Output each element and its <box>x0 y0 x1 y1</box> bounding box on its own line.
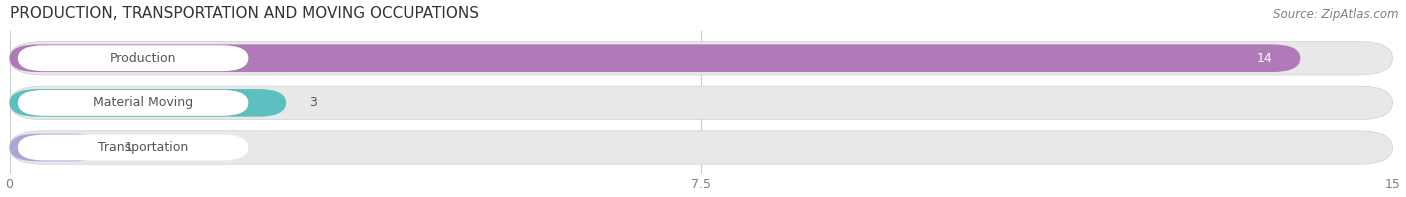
FancyBboxPatch shape <box>10 86 1392 120</box>
Text: Transportation: Transportation <box>98 141 188 154</box>
FancyBboxPatch shape <box>18 45 249 71</box>
Text: Production: Production <box>110 52 177 65</box>
Text: Source: ZipAtlas.com: Source: ZipAtlas.com <box>1274 8 1399 21</box>
FancyBboxPatch shape <box>18 135 249 160</box>
FancyBboxPatch shape <box>10 89 287 117</box>
Text: 1: 1 <box>125 141 132 154</box>
Text: Material Moving: Material Moving <box>93 96 193 109</box>
FancyBboxPatch shape <box>10 131 1392 164</box>
FancyBboxPatch shape <box>10 134 101 161</box>
FancyBboxPatch shape <box>18 90 249 116</box>
FancyBboxPatch shape <box>10 42 1392 75</box>
Text: PRODUCTION, TRANSPORTATION AND MOVING OCCUPATIONS: PRODUCTION, TRANSPORTATION AND MOVING OC… <box>10 6 478 20</box>
FancyBboxPatch shape <box>10 44 1301 72</box>
Text: 3: 3 <box>309 96 318 109</box>
Text: 14: 14 <box>1257 52 1272 65</box>
